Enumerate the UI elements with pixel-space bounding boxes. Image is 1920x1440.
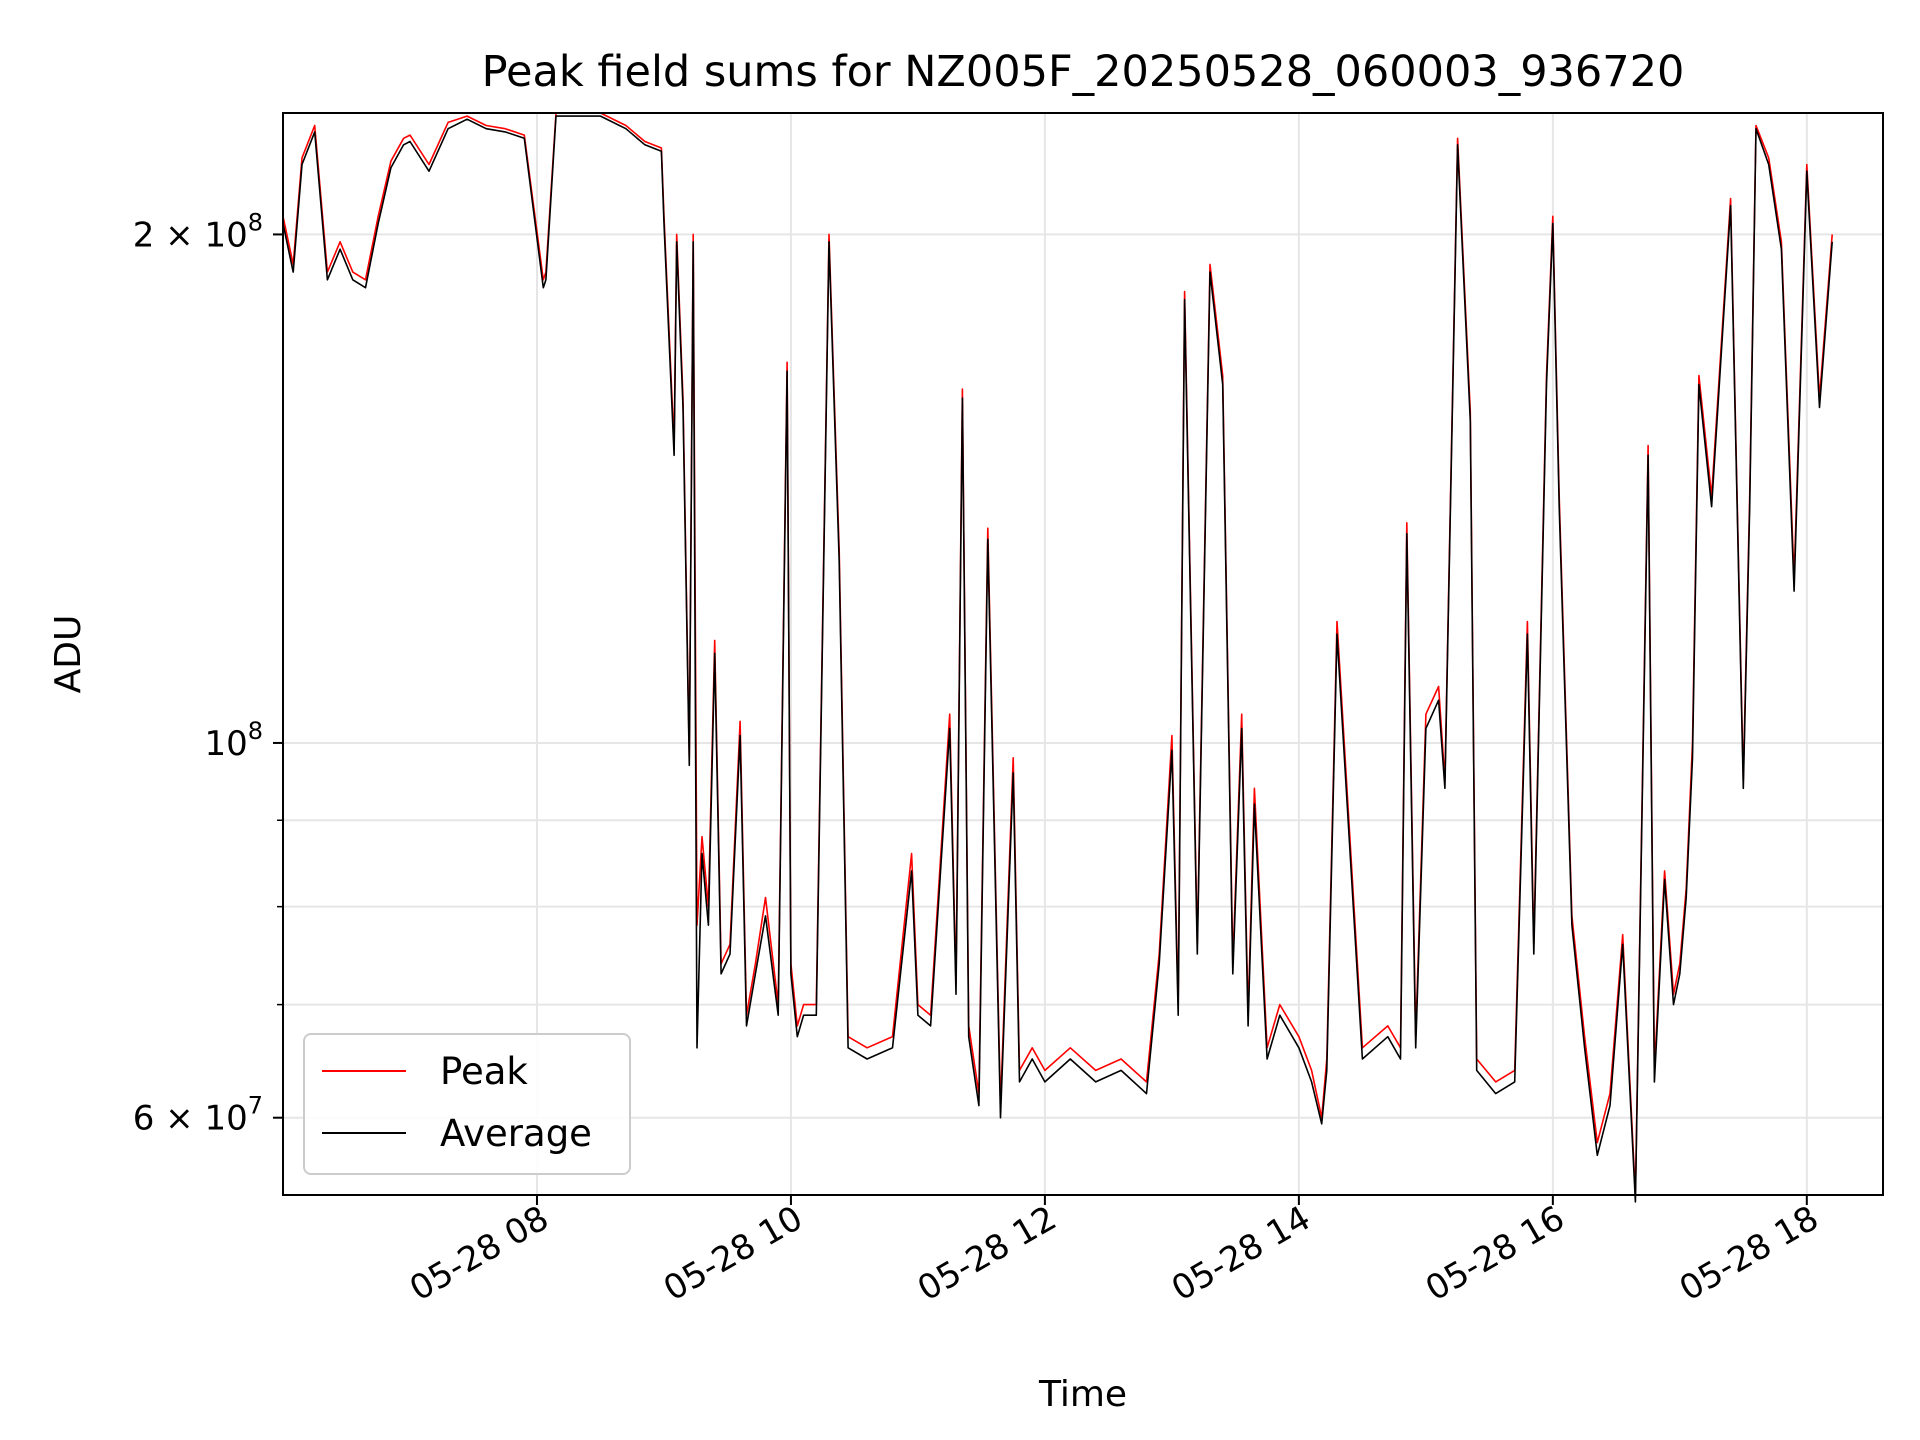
y-tick-label: 6 × 107 <box>133 1092 263 1139</box>
legend-label-peak: Peak <box>440 1050 528 1093</box>
x-axis-label: Time <box>1038 1374 1127 1415</box>
plot-frame <box>282 112 1884 1196</box>
series-line-average <box>282 115 1833 1203</box>
y-tick-label: 2 × 108 <box>133 208 263 255</box>
legend: Peak Average <box>303 1033 631 1175</box>
y-axis-label: ADU <box>48 615 89 694</box>
y-tick-label: 108 <box>204 717 263 764</box>
legend-box <box>303 1033 631 1175</box>
legend-label-average: Average <box>440 1112 592 1155</box>
chart-title: Peak field sums for NZ005F_20250528_0600… <box>482 47 1685 97</box>
